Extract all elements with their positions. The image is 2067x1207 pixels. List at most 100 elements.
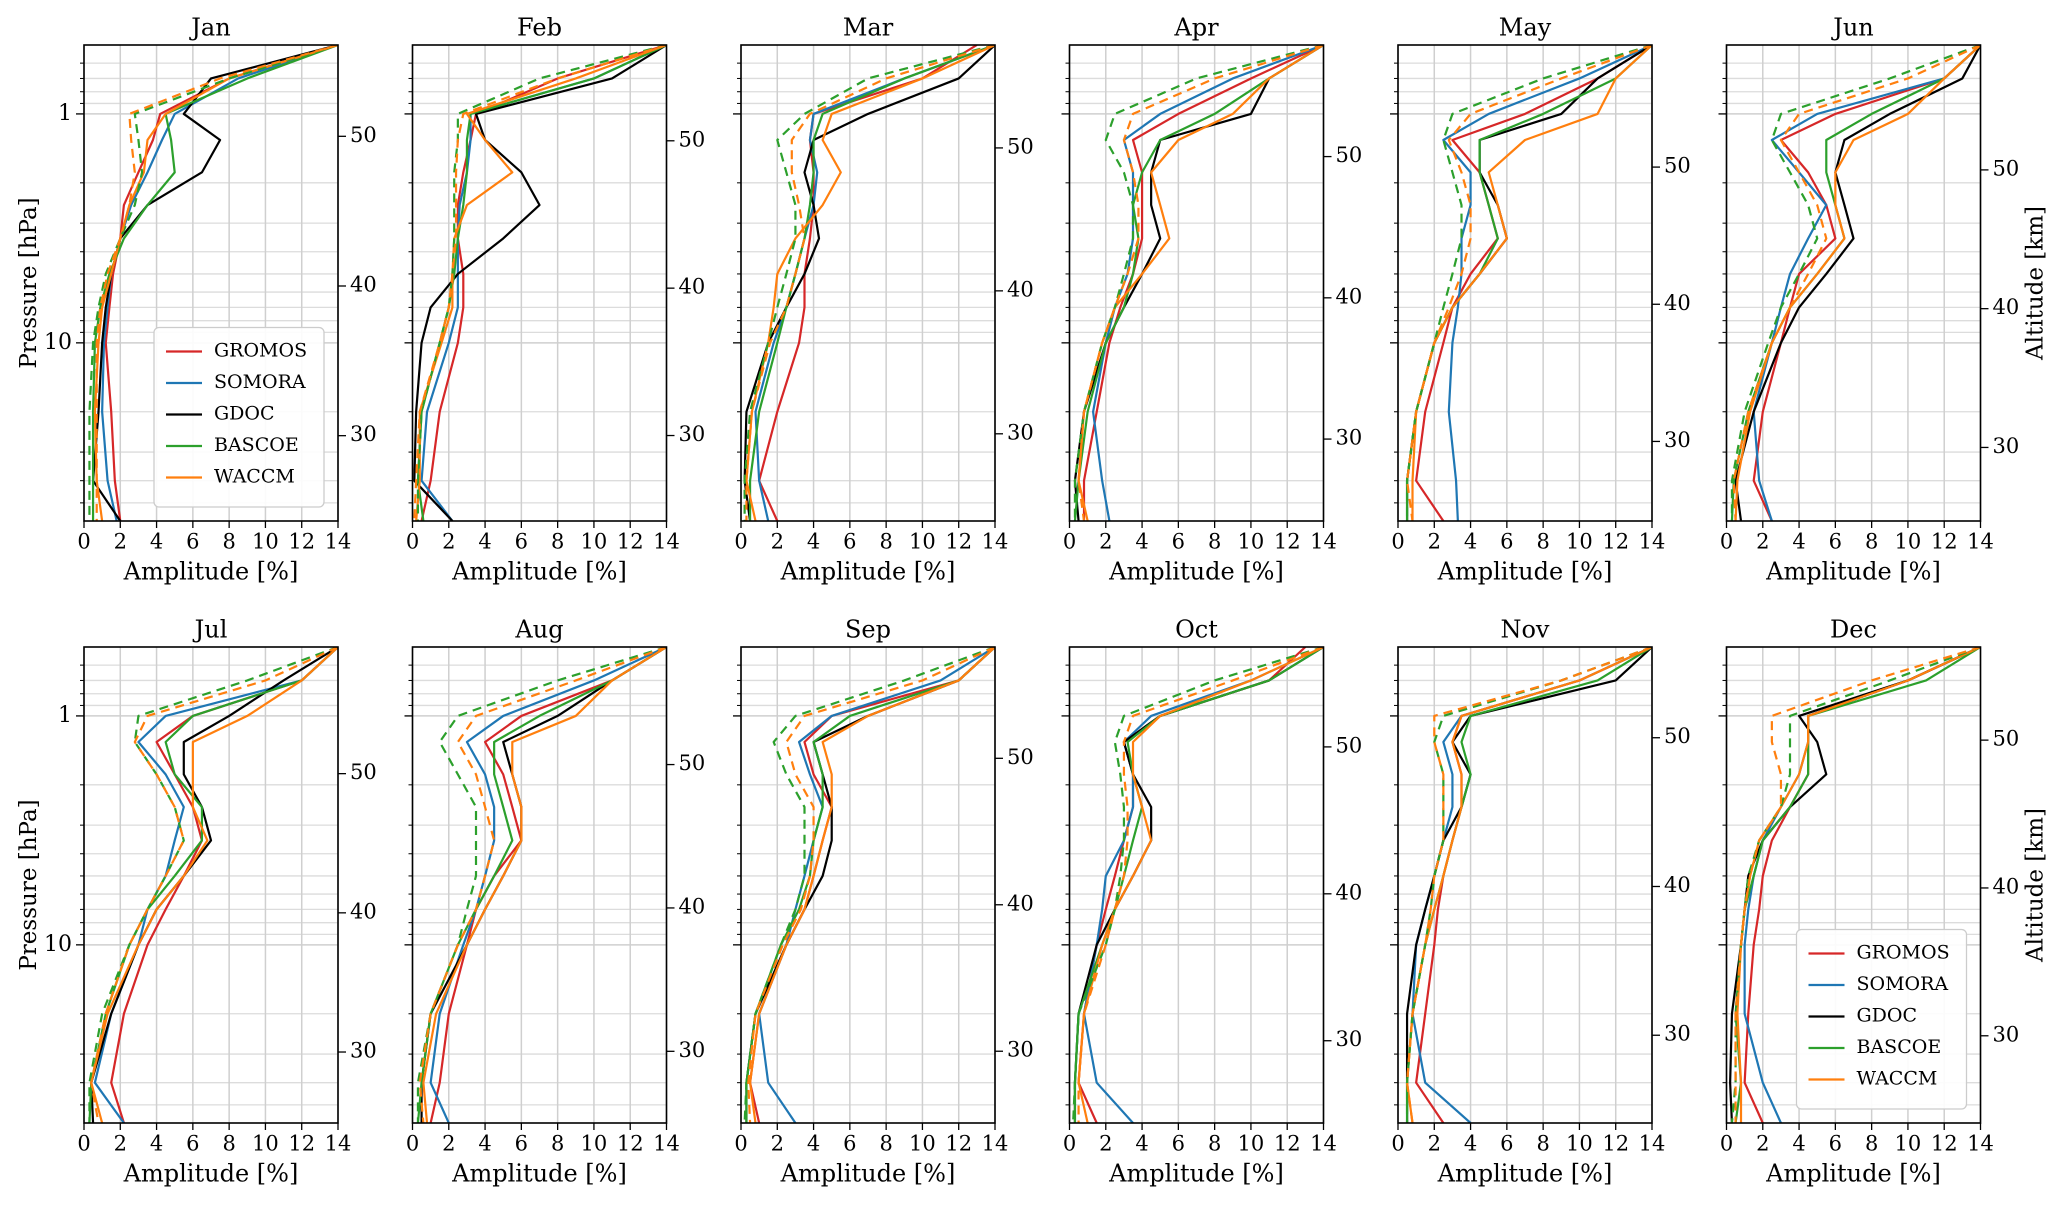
plot-frame — [1725, 44, 1982, 522]
plot-frame — [1725, 646, 1982, 1124]
line — [743, 45, 995, 521]
x-tick-label: 4 — [1464, 1132, 1477, 1156]
y2-tick-label: 30 — [679, 1038, 706, 1062]
y2-tick-label: 30 — [1664, 1022, 1691, 1046]
x-tick-label: 6 — [515, 530, 528, 554]
x-tick-label: 14 — [1310, 1132, 1337, 1156]
legend-label: GROMOS — [1857, 942, 1950, 964]
panel: 0 2 4 6 8 10 12 14 Amplitude [%] 30 40 50 Mar — [733, 14, 1034, 586]
x-tick-label: 4 — [150, 1132, 163, 1156]
legend-label: BASCOE — [1857, 1036, 1942, 1058]
dashed-line — [418, 647, 667, 1123]
x-tick-label: 8 — [879, 530, 892, 554]
x-tick-label: 2 — [114, 1132, 127, 1156]
x-tick-label: 0 — [1063, 1132, 1076, 1156]
x-tick-label: 12 — [1602, 530, 1629, 554]
panel: 0 2 4 6 8 10 12 14 Amplitude [%] 30 40 50 Oct — [1061, 616, 1363, 1188]
line — [429, 647, 667, 1123]
x-tick-label: 4 — [478, 1132, 491, 1156]
lines — [743, 45, 995, 521]
x-tick-label: 6 — [515, 1132, 528, 1156]
x-tick-label: 6 — [843, 530, 856, 554]
legend-box — [153, 326, 325, 508]
y2-tick-label: 50 — [1336, 733, 1363, 757]
dashed-line — [88, 45, 338, 521]
x-tick-label: 2 — [771, 530, 784, 554]
lines — [1729, 647, 1981, 1123]
y2-tick-label: 50 — [1664, 724, 1691, 748]
y-tick-label: 1 — [58, 101, 72, 126]
y2-tick-label: 40 — [350, 272, 377, 296]
y2-tick-label: 40 — [350, 899, 377, 923]
x-tick-label: 2 — [442, 530, 455, 554]
x-tick-label: 2 — [442, 1132, 455, 1156]
x-axis-label: Amplitude [%] — [1437, 1160, 1613, 1188]
panel-title: Jan — [188, 14, 230, 42]
dashed-line — [1732, 45, 1981, 521]
legend-box — [1795, 928, 1968, 1110]
x-tick-label: 10 — [909, 1132, 936, 1156]
x-tick-label: 12 — [1602, 1132, 1629, 1156]
y-tick-label: 10 — [44, 330, 72, 355]
panel-title: Oct — [1175, 616, 1218, 644]
x-tick-label: 2 — [1099, 530, 1112, 554]
panel: 0 2 4 6 8 10 12 14 Amplitude [%] 30 40 50 Nov — [1390, 616, 1691, 1188]
line — [758, 45, 978, 521]
plot-frame — [411, 44, 668, 522]
y2-tick-label: 40 — [679, 275, 706, 299]
panel-title: Jun — [1830, 14, 1874, 42]
x-tick-label: 4 — [1464, 530, 1477, 554]
y2-tick-label: 40 — [1993, 295, 2020, 319]
x-tick-label: 0 — [406, 1132, 419, 1156]
plot-frame — [740, 646, 996, 1124]
y2-tick-label: 30 — [1007, 1038, 1034, 1062]
panel-title: Mar — [843, 14, 894, 42]
y2-tick-label: 30 — [1007, 420, 1034, 444]
line — [745, 647, 995, 1123]
y2-tick-label: 50 — [1993, 156, 2020, 180]
x-tick-label: 0 — [77, 530, 90, 554]
x-tick-label: 12 — [945, 1132, 972, 1156]
lines — [1405, 647, 1652, 1123]
lines — [1730, 45, 1981, 521]
y2-tick-label: 50 — [1664, 154, 1691, 178]
x-axis-label: Amplitude [%] — [451, 1160, 627, 1188]
dashed-line — [95, 45, 338, 521]
y2-tick-label: 50 — [1336, 143, 1363, 167]
line — [1734, 45, 1981, 521]
lines — [1072, 647, 1324, 1123]
x-tick-label: 4 — [1792, 530, 1805, 554]
x-tick-label: 12 — [945, 530, 972, 554]
lines — [416, 647, 667, 1123]
dashed-line — [745, 45, 995, 521]
x-tick-label: 6 — [843, 1132, 856, 1156]
line — [745, 647, 995, 1123]
x-tick-label: 0 — [734, 1132, 747, 1156]
panel: 0 2 4 6 8 10 12 14 Amplitude [%] 30 40 50 Apr — [1061, 14, 1363, 586]
x-tick-label: 2 — [771, 1132, 784, 1156]
x-tick-label: 8 — [1865, 1132, 1878, 1156]
dashed-line — [743, 45, 995, 521]
panel: 0 2 4 6 8 10 12 14 Amplitude [%] 1 10 30 40 50 Jul Pres… — [16, 616, 377, 1188]
x-tick-label: 10 — [581, 530, 608, 554]
y2-tick-label: 30 — [350, 422, 377, 446]
x-tick-label: 14 — [1967, 1132, 1994, 1156]
y2-tick-label: 50 — [679, 751, 706, 775]
line — [1082, 45, 1324, 521]
dashed-line — [1072, 647, 1324, 1123]
panel: 0 2 4 6 8 10 12 14 Amplitude [%] 30 40 50 Feb — [404, 14, 706, 586]
lines — [1073, 45, 1324, 521]
x-tick-label: 2 — [1428, 1132, 1441, 1156]
x-tick-label: 6 — [1500, 530, 1513, 554]
x-tick-label: 8 — [1536, 1132, 1549, 1156]
line — [413, 45, 667, 521]
dashed-line — [1405, 45, 1652, 521]
y2-axis-label: Altitude [km] — [2023, 808, 2049, 963]
plot-frame — [740, 44, 996, 522]
x-tick-label: 2 — [114, 530, 127, 554]
x-tick-label: 4 — [807, 530, 820, 554]
panel: 0 2 4 6 8 10 12 14 Amplitude [%] 30 40 50 Aug — [404, 616, 706, 1188]
x-tick-label: 0 — [1720, 1132, 1733, 1156]
y2-tick-label: 40 — [1664, 873, 1691, 897]
x-tick-label: 12 — [617, 530, 644, 554]
